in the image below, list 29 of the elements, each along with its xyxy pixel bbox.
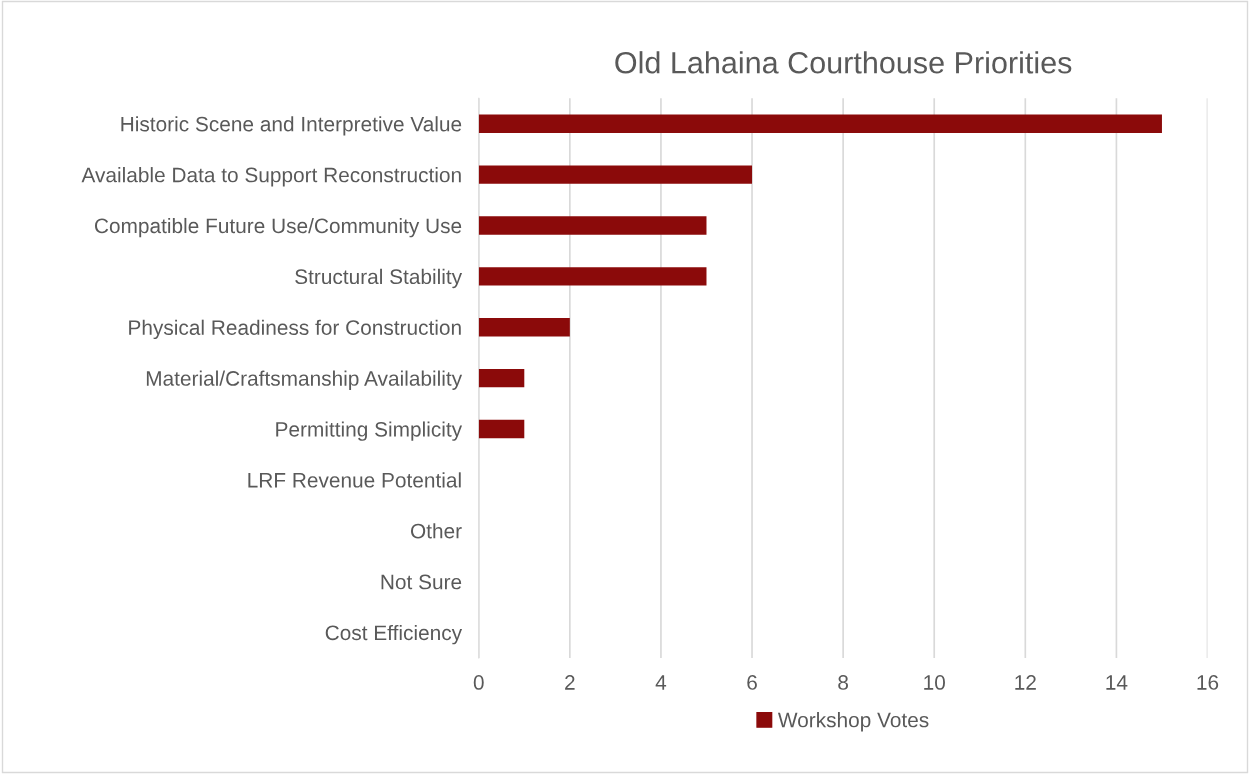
x-tick-label: 10	[924, 675, 945, 690]
y-tick-label: Available Data to Support Reconstruction	[81, 167, 461, 187]
y-tick-label: Permitting Simplicity	[276, 421, 463, 441]
x-tick-label: 4	[655, 675, 667, 690]
x-tick-label: 2	[565, 675, 575, 690]
y-tick-label: Historic Scene and Interpretive Value	[121, 116, 462, 136]
bar	[478, 216, 707, 235]
legend-label: Workshop Votes	[777, 712, 929, 732]
x-tick-label: 16	[1197, 675, 1219, 690]
bar	[478, 318, 570, 337]
y-tick-label: Other	[410, 523, 462, 539]
bar	[478, 368, 525, 388]
y-tick-label: Material/Craftsmanship Availability	[146, 370, 463, 390]
bar	[478, 114, 1162, 133]
chart-title: Old Lahaina Courthouse Priorities	[615, 51, 1072, 74]
x-tick-label: 0	[473, 675, 484, 690]
x-tick-label: 14	[1106, 675, 1128, 690]
y-tick-label: Compatible Future Use/Community Use	[94, 217, 462, 238]
x-tick-label: 8	[838, 675, 849, 690]
bar	[478, 419, 525, 439]
y-tick-label: Not Sure	[381, 574, 462, 590]
bar	[478, 267, 707, 286]
y-tick-label: Cost Efficiency	[325, 624, 463, 645]
y-tick-label: LRF Revenue Potential	[248, 472, 461, 488]
y-tick-label: Structural Stability	[295, 268, 463, 289]
x-tick-label: 12	[1015, 675, 1036, 690]
y-tick-label: Physical Readiness for Construction	[129, 319, 461, 340]
x-tick-label: 6	[747, 675, 757, 690]
bar	[478, 165, 753, 184]
